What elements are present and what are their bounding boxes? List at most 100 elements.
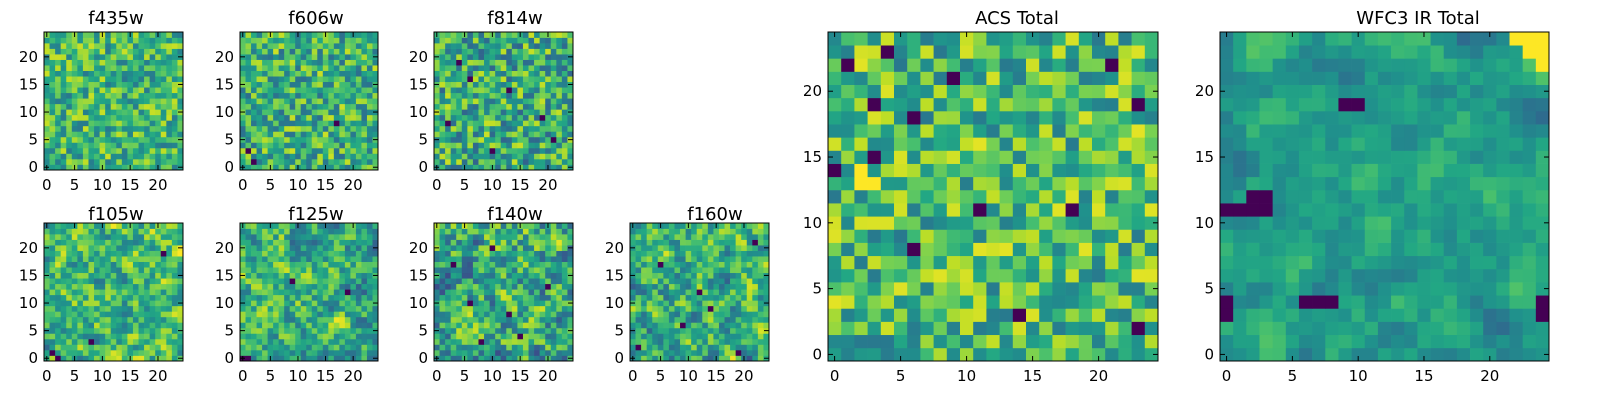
heatmap-cell	[55, 142, 62, 149]
heatmap-cell	[522, 125, 529, 132]
heatmap-cell	[132, 278, 139, 285]
heatmap-cell	[160, 37, 167, 44]
heatmap-cell	[149, 142, 156, 149]
heatmap-cell	[333, 48, 340, 55]
heatmap-cell	[702, 294, 709, 301]
heatmap-cell	[973, 347, 987, 362]
heatmap-cell	[495, 125, 502, 132]
heatmap-cell	[372, 316, 379, 323]
heatmap-cell	[317, 87, 324, 94]
heatmap-cell	[171, 103, 178, 110]
heatmap-cell	[361, 322, 368, 329]
heatmap-cell	[680, 267, 686, 274]
heatmap-cell	[445, 316, 452, 323]
heatmap-cell	[456, 131, 463, 138]
heatmap-cell	[545, 234, 552, 240]
heatmap-cell	[730, 289, 736, 296]
heatmap-cell	[166, 261, 173, 268]
heatmap-cell	[630, 289, 636, 296]
heatmap-cell	[757, 283, 764, 290]
heatmap-cell	[445, 267, 452, 274]
heatmap-cell	[267, 338, 274, 345]
heatmap-cell	[702, 289, 709, 296]
heatmap-cell	[166, 344, 173, 351]
heatmap-cell	[273, 300, 279, 307]
heatmap-cell	[646, 349, 653, 356]
heatmap-cell	[49, 228, 56, 235]
heatmap-cell	[461, 305, 468, 312]
heatmap-cell	[77, 131, 84, 138]
heatmap-cell	[545, 305, 552, 312]
heatmap-cell	[456, 239, 463, 246]
heatmap-cell	[741, 305, 748, 312]
heatmap-cell	[317, 344, 324, 351]
heatmap-cell	[361, 92, 368, 99]
y-tick-label: 20	[19, 239, 38, 257]
heatmap-cell	[467, 311, 474, 318]
heatmap-cell	[350, 70, 357, 77]
heatmap-cell	[55, 32, 62, 38]
heatmap-cell	[828, 308, 842, 322]
heatmap-cell	[66, 294, 73, 301]
heatmap-cell	[1144, 203, 1159, 217]
heatmap-cell	[77, 65, 84, 71]
heatmap-cell	[88, 92, 95, 99]
heatmap-cell	[646, 344, 653, 351]
heatmap-cell	[668, 355, 675, 362]
heatmap-cell	[495, 103, 502, 110]
heatmap-cell	[99, 120, 106, 127]
heatmap-cell	[66, 355, 73, 362]
heatmap-cell	[511, 87, 518, 94]
heatmap-cell	[240, 316, 246, 323]
heatmap-cell	[635, 355, 642, 362]
heatmap-cell	[339, 81, 346, 88]
heatmap-cell	[71, 245, 78, 251]
heatmap-cell	[44, 37, 50, 44]
heatmap-cell	[155, 59, 162, 66]
heatmap-cell	[973, 308, 987, 322]
heatmap-cell	[567, 125, 574, 132]
heatmap-cell	[278, 164, 285, 171]
heatmap-cell	[71, 300, 78, 307]
heatmap-cell	[333, 164, 340, 171]
heatmap-cell	[450, 92, 457, 99]
heatmap-cell	[511, 32, 518, 38]
heatmap-cell	[763, 278, 770, 285]
heatmap-cell	[366, 256, 373, 262]
heatmap-cell	[1092, 176, 1106, 191]
heatmap-cell	[71, 142, 78, 149]
heatmap-cell	[472, 54, 479, 60]
heatmap-cell	[317, 48, 324, 55]
heatmap-cell	[495, 223, 502, 229]
axes-frame-f814w	[433, 31, 574, 171]
heatmap-cell	[522, 114, 529, 121]
heatmap-cell	[355, 338, 362, 345]
heatmap-cell	[434, 228, 440, 235]
heatmap-cell	[60, 98, 67, 105]
heatmap-cell	[306, 81, 313, 88]
heatmap-cell	[160, 344, 167, 351]
heatmap-cell	[110, 316, 117, 323]
heatmap-cell	[757, 278, 764, 285]
heatmap-cell	[317, 272, 324, 279]
heatmap-cell	[702, 228, 709, 235]
heatmap-cell	[461, 136, 468, 143]
heatmap-cell	[545, 120, 552, 127]
heatmap-cell	[311, 131, 318, 138]
panel-title-f105w: f105w	[88, 204, 143, 225]
heatmap-cell	[44, 98, 50, 105]
heatmap-cell	[44, 261, 50, 268]
heatmap-cell	[289, 70, 296, 77]
heatmap-cell	[894, 282, 908, 296]
y-tick-label: 0	[224, 349, 234, 367]
heatmap-cell	[99, 278, 106, 285]
heatmap-cell	[484, 333, 490, 340]
heatmap-cell	[752, 228, 759, 235]
heatmap-cell	[361, 81, 368, 88]
heatmap-cell	[741, 261, 748, 268]
heatmap-cell	[105, 70, 112, 77]
heatmap-cell	[946, 268, 961, 283]
heatmap-cell	[350, 338, 357, 345]
heatmap-cell	[267, 125, 274, 132]
heatmap-cell	[267, 98, 274, 105]
